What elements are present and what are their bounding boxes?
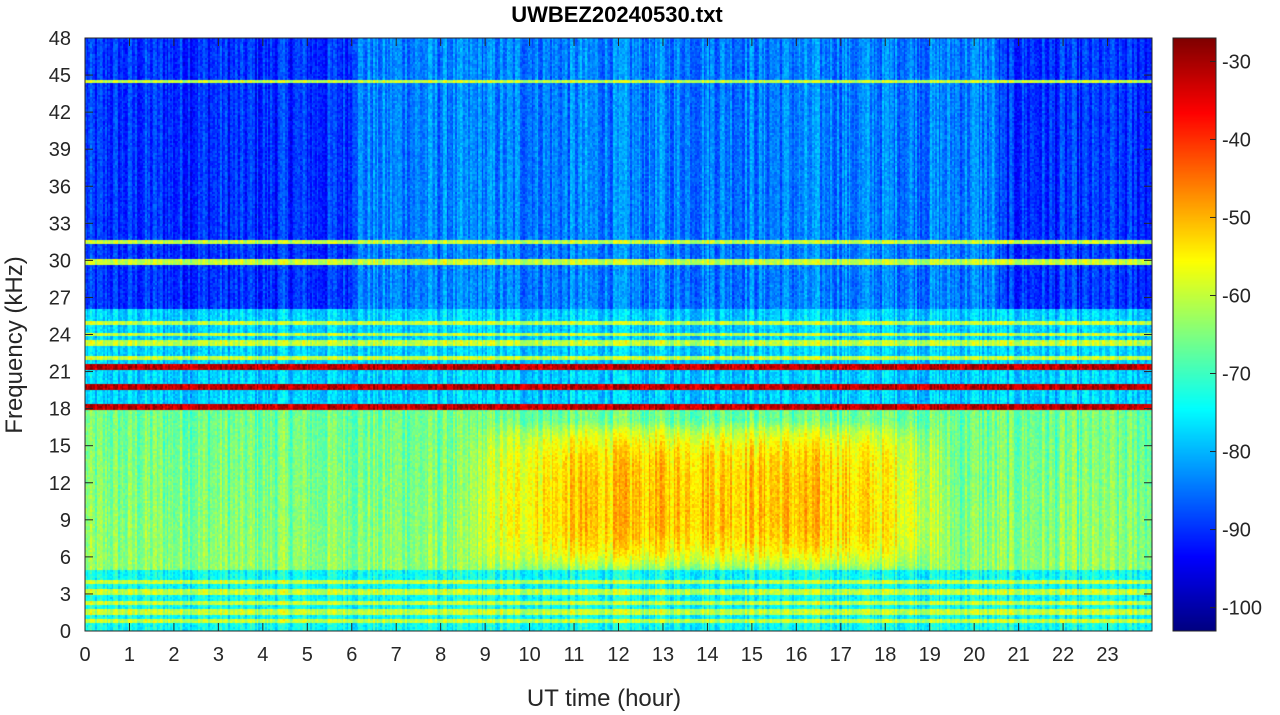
x-tick-label: 21 <box>1008 644 1030 666</box>
x-tick-label: 20 <box>963 644 985 666</box>
x-tick-label: 2 <box>168 644 179 666</box>
x-tick-label: 17 <box>830 644 852 666</box>
x-tick-label: 0 <box>79 644 90 666</box>
y-tick-label: 30 <box>49 250 71 272</box>
y-tick-label: 45 <box>49 65 71 87</box>
x-tick-label: 3 <box>213 644 224 666</box>
y-tick-label: 39 <box>49 139 71 161</box>
plot-area <box>84 37 1153 632</box>
y-tick-label: 9 <box>60 510 71 532</box>
x-tick-label: 15 <box>741 644 763 666</box>
x-tick-label: 1 <box>124 644 135 666</box>
chart-title: UWBEZ20240530.txt <box>511 2 723 27</box>
y-tick-label: 12 <box>49 473 71 495</box>
colorbar-gradient <box>1173 38 1216 631</box>
y-tick-label: 18 <box>49 399 71 421</box>
colorbar-tick-label: -90 <box>1222 520 1251 542</box>
x-tick-label: 4 <box>257 644 268 666</box>
x-tick-label: 14 <box>696 644 718 666</box>
colorbar: -30 -40 -50 -60 -70 -80 -90 -100 <box>1172 37 1262 632</box>
x-tick-label: 22 <box>1052 644 1074 666</box>
x-tick-label: 18 <box>874 644 896 666</box>
x-tick-label: 12 <box>607 644 629 666</box>
colorbar-tick-label: -80 <box>1222 442 1251 464</box>
y-tick-label: 24 <box>49 325 71 347</box>
colorbar-tick-label: -30 <box>1222 51 1251 73</box>
x-tick-label: 5 <box>302 644 313 666</box>
x-tick-label: 8 <box>435 644 446 666</box>
x-tick-label: 9 <box>480 644 491 666</box>
y-tick-label: 48 <box>49 28 71 50</box>
y-tick-label: 33 <box>49 213 71 235</box>
x-tick-label: 23 <box>1096 644 1118 666</box>
colorbar-frame <box>1172 37 1217 632</box>
colorbar-tick-label: -50 <box>1222 207 1251 229</box>
x-tick-label: 6 <box>346 644 357 666</box>
colorbar-ticks: -30 -40 -50 -60 -70 -80 -90 -100 <box>1210 51 1262 620</box>
x-tick-label: 16 <box>785 644 807 666</box>
y-tick-label: 6 <box>60 547 71 569</box>
y-tick-label: 15 <box>49 436 71 458</box>
y-axis-label: Frequency (kHz) <box>1 256 28 433</box>
y-tick-label: 42 <box>49 102 71 124</box>
y-tick-label: 27 <box>49 287 71 309</box>
y-tick-label: 21 <box>49 362 71 384</box>
spectrogram-heatmap <box>85 38 1152 631</box>
x-tick-label: 11 <box>564 644 585 666</box>
y-tick-label: 3 <box>60 584 71 606</box>
y-tick-label: 36 <box>49 176 71 198</box>
y-tick-label: 0 <box>60 621 71 643</box>
x-axis: 0 1 2 3 4 5 6 7 8 9 10 11 12 13 14 15 16 17 18 19 20 21 22 23 <box>79 38 1119 666</box>
x-tick-label: 13 <box>652 644 674 666</box>
colorbar-tick-label: -100 <box>1222 598 1262 620</box>
x-tick-label: 19 <box>919 644 941 666</box>
x-tick-label: 7 <box>391 644 402 666</box>
x-tick-label: 10 <box>518 644 540 666</box>
colorbar-tick-label: -40 <box>1222 129 1251 151</box>
colorbar-tick-label: -60 <box>1222 285 1251 307</box>
x-axis-label: UT time (hour) <box>527 685 681 712</box>
colorbar-tick-label: -70 <box>1222 364 1251 386</box>
